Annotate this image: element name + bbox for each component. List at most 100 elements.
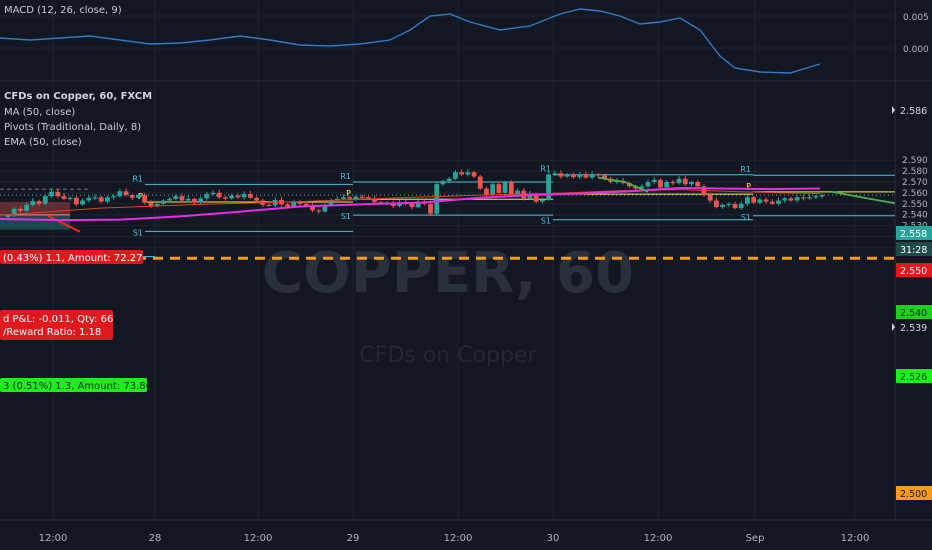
candle-body (198, 198, 204, 203)
candle-body (303, 203, 309, 206)
candle-body (452, 172, 458, 179)
candle-body (465, 172, 471, 175)
time-tick: Sep (746, 533, 765, 544)
candle-body (409, 203, 415, 208)
candle-body (129, 195, 135, 198)
candle-body (782, 198, 788, 201)
candle-body (651, 179, 657, 182)
candle-body (397, 202, 402, 206)
candle-body (477, 176, 483, 189)
candle-body (322, 204, 328, 212)
candle-body (359, 196, 365, 198)
candle-body (589, 174, 595, 178)
price-label: 2.558 (900, 229, 927, 240)
ratio-label: /Reward Ratio: 1.18 (3, 327, 101, 338)
candle-body (658, 179, 663, 188)
price-label-box (896, 320, 932, 334)
price-tick: 2.540 (902, 211, 928, 221)
candle-body (316, 210, 322, 212)
candle-body (689, 182, 694, 185)
candle-body (471, 172, 477, 177)
candle-body (490, 184, 496, 196)
candle-body (515, 190, 520, 196)
candle-body (353, 196, 359, 199)
candle-body (73, 197, 79, 205)
pivot-label: P (346, 189, 351, 198)
price-label: 2.539 (900, 323, 927, 334)
candle-body (247, 193, 253, 198)
price-label-box (896, 305, 932, 319)
price-label-box (896, 242, 932, 256)
candle-body (682, 178, 688, 185)
candle-body (645, 182, 651, 187)
candle-body (713, 200, 719, 208)
ema-legend[interactable]: EMA (50, close) (4, 137, 82, 148)
candle-body (123, 191, 129, 196)
candle-body (745, 197, 750, 204)
pivots-legend[interactable]: Pivots (Traditional, Daily, 8) (4, 122, 142, 133)
candle-body (61, 196, 67, 199)
ema-line (0, 186, 821, 222)
candle-body (347, 197, 353, 199)
candle-body (117, 191, 123, 197)
candle-body (583, 174, 589, 178)
price-label: 2.586 (900, 106, 927, 117)
candle-body (341, 197, 346, 199)
pivot-label: P (746, 182, 751, 191)
candle-body (216, 192, 222, 198)
candle-body (223, 197, 228, 199)
ma-line (0, 189, 821, 216)
candle-body (67, 197, 73, 200)
candle-body (36, 201, 42, 204)
macd-legend[interactable]: MACD (12, 26, close, 9) (4, 5, 122, 16)
candle-body (434, 184, 440, 214)
last-marker (892, 323, 895, 331)
price-label-box (896, 226, 932, 240)
pnl-box (0, 310, 113, 340)
candle-body (192, 198, 197, 203)
time-tick: 12:00 (244, 533, 273, 544)
candle-body (428, 203, 433, 214)
candle-body (415, 201, 421, 208)
macd-line (0, 8, 821, 74)
price-tick: 2.580 (902, 167, 928, 177)
price-label-box (896, 486, 932, 500)
candle-body (664, 182, 670, 188)
candle-body (757, 199, 763, 203)
time-tick: 12:00 (841, 533, 870, 544)
time-tick: 12:00 (644, 533, 673, 544)
candle-body (229, 195, 235, 199)
macd-tick: 0.005 (903, 13, 929, 23)
candle-body (365, 197, 371, 199)
watermark-name: CFDs on Copper (359, 343, 537, 368)
candle-body (539, 199, 545, 202)
trade-path (47, 215, 81, 233)
candle-body (459, 172, 465, 175)
candle-body (241, 193, 247, 198)
pivot-label: S1 (741, 213, 751, 222)
pivot-label: S1 (541, 217, 551, 226)
candle-body (788, 198, 794, 201)
candle-body (676, 178, 682, 184)
symbol-legend[interactable]: CFDs on Copper, 60, FXCM (4, 91, 153, 102)
candle-body (98, 197, 104, 202)
candle-body (558, 173, 564, 177)
price-tick: 2.560 (902, 189, 928, 199)
candle-body (720, 204, 725, 208)
candle-body (508, 182, 514, 196)
candle-body (738, 203, 744, 209)
candle-body (372, 198, 378, 203)
candle-body (148, 202, 154, 206)
price-tick: 2.550 (902, 200, 928, 210)
candle-body (86, 197, 92, 201)
candle-body (30, 201, 36, 205)
price-label: 2.500 (900, 489, 927, 500)
candle-body (167, 198, 172, 201)
candle-body (571, 174, 576, 178)
candle-body (533, 193, 539, 202)
candle-body (185, 198, 191, 201)
candle-body (136, 195, 141, 198)
ma-legend[interactable]: MA (50, close) (4, 107, 76, 118)
